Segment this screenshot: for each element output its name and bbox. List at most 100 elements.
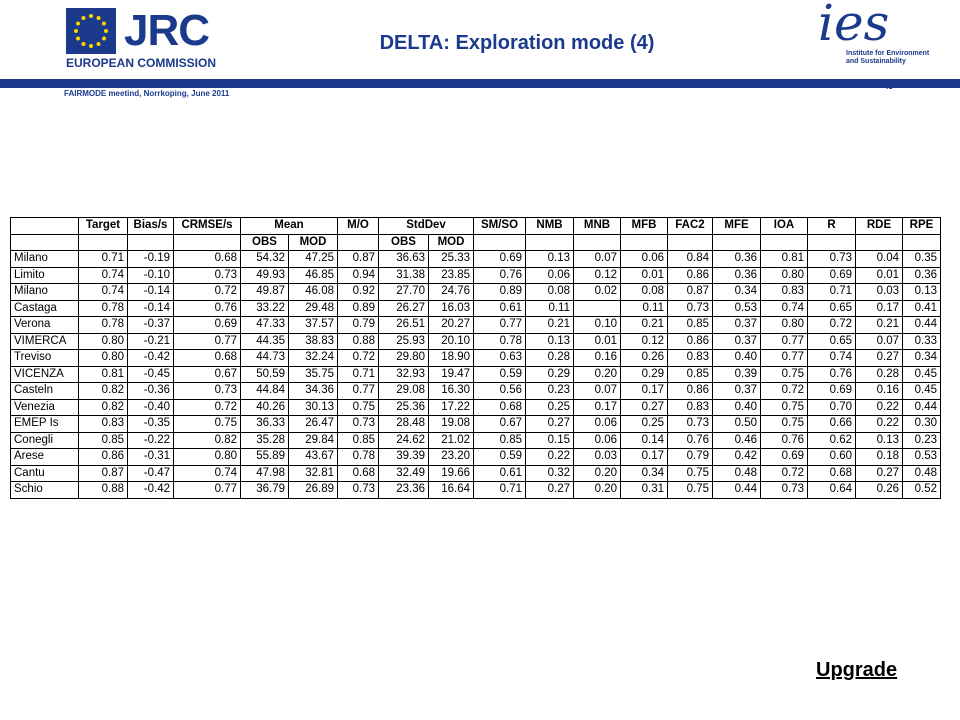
table-cell: 0.45 [902,382,941,400]
table-cell: 0.28 [855,365,903,383]
table-cell: 0.75 [667,481,713,499]
empty-cell [760,233,808,251]
table-cell: 0.13 [902,283,941,301]
table-cell: CRMSE/s [173,217,241,235]
table-cell: 0.75 [760,365,808,383]
table-cell: 0.85 [667,316,713,334]
table-cell: 0.85 [667,365,713,383]
table-cell: 0.65 [807,332,856,350]
table-cell: 36.33 [240,415,289,433]
table-cell: 0.76 [173,299,241,317]
table-cell: 20.10 [428,332,474,350]
table-cell: 0.75 [173,415,241,433]
table-cell: 0.76 [473,266,526,284]
table-cell: 0.45 [902,365,941,383]
table-cell: 0.34 [902,349,941,367]
table-cell: 0.77 [173,332,241,350]
table-cell: 0.35 [902,250,941,268]
upgrade-link[interactable]: Upgrade [816,659,898,681]
table-cell: 0.71 [807,283,856,301]
table-cell: 0.03 [855,283,903,301]
table-cell: 0.65 [807,299,856,317]
table-cell: 0.40 [712,398,761,416]
logo-subtitle: EUROPEAN COMMISSION [66,56,217,70]
table-cell: 0.37 [712,382,761,400]
empty-cell [902,233,941,251]
table-cell: -0.31 [127,448,174,466]
table-cell: 24.76 [428,283,474,301]
table-cell: 0.69 [473,250,526,268]
table-cell: OBS [240,233,289,251]
table-cell: 0.06 [525,266,574,284]
table-cell: 18.90 [428,349,474,367]
table-cell: M/O [337,217,379,235]
table-cell: 0.76 [760,431,808,449]
table-cell: 0.10 [573,316,621,334]
table-cell: 0.26 [620,349,668,367]
page-number: 43 [884,82,893,91]
table-cell: 26.47 [288,415,338,433]
table-cell: 0.17 [620,382,668,400]
table-cell: 0.11 [525,299,574,317]
empty-cell [525,233,574,251]
table-cell: SM/SO [473,217,526,235]
table-cell: 0.80 [78,332,128,350]
star [76,21,81,26]
table-cell: 19.66 [428,464,474,482]
table-cell: 0.77 [760,349,808,367]
empty-cell [473,233,526,251]
table-cell: 16.30 [428,382,474,400]
table-cell: 0.72 [760,382,808,400]
table-row: Milano 0.71 -0.19 0.68 54.32 47.25 0.87 36.63 25… [10,250,941,268]
table-cell: 0.76 [667,431,713,449]
table-cell: 47.25 [288,250,338,268]
table-cell: 47.33 [240,316,289,334]
table-cell: 0.08 [525,283,574,301]
empty-cell [712,233,761,251]
table-cell: 0.42 [712,448,761,466]
table-cell: Target [78,217,128,235]
table-row: Cantu 0.87 -0.47 0.74 47.98 32.81 0.68 32.49 19.… [10,464,941,482]
table-cell: 0.23 [525,382,574,400]
footer-text: FAIRMODE meetind, Norrkoping, June 2011 [64,89,230,98]
star [101,36,106,41]
table-cell: 0.89 [473,283,526,301]
table-cell: 38.83 [288,332,338,350]
empty-cell [667,233,713,251]
table-cell: 0.69 [807,382,856,400]
ies-subtitle: Institute for Environment and Sustainabi… [846,50,930,65]
table-cell: 23.20 [428,448,474,466]
table-cell: 0.44 [712,481,761,499]
table-cell: 0.36 [712,266,761,284]
table-cell: 0.85 [337,431,379,449]
table-cell: 0.75 [760,398,808,416]
table-cell: 0.87 [337,250,379,268]
star [81,16,86,21]
table-cell: 0.72 [173,398,241,416]
table-cell: 0.13 [525,250,574,268]
table-cell: 44.84 [240,382,289,400]
table-cell: 0.78 [337,448,379,466]
table-cell: 33.22 [240,299,289,317]
table-row: Schio 0.88 -0.42 0.77 36.79 26.89 0.73 23.36 16.… [10,481,941,499]
table-cell: 0.74 [760,299,808,317]
table-cell: 0.17 [573,398,621,416]
table-cell: 25.93 [378,332,429,350]
table-cell: 0.68 [473,398,526,416]
table-cell: 0.72 [337,349,379,367]
table-cell: VICENZA [10,365,79,383]
table-cell: 0.52 [902,481,941,499]
table-cell: 0.87 [78,464,128,482]
table-cell: 0.14 [620,431,668,449]
table-cell: RDE [855,217,903,235]
table-cell: EMEP Is [10,415,79,433]
table-cell: 0.73 [667,299,713,317]
table-cell: 0.88 [78,481,128,499]
table-cell: 0.83 [667,349,713,367]
table-cell: 0.86 [667,266,713,284]
table-cell: -0.14 [127,283,174,301]
header-row: Target Bias/s CRMSE/s Mean M/O StdDev SM/SO NMB… [10,217,941,235]
table-cell: 0.13 [855,431,903,449]
table-cell: 27.70 [378,283,429,301]
star [104,29,108,33]
